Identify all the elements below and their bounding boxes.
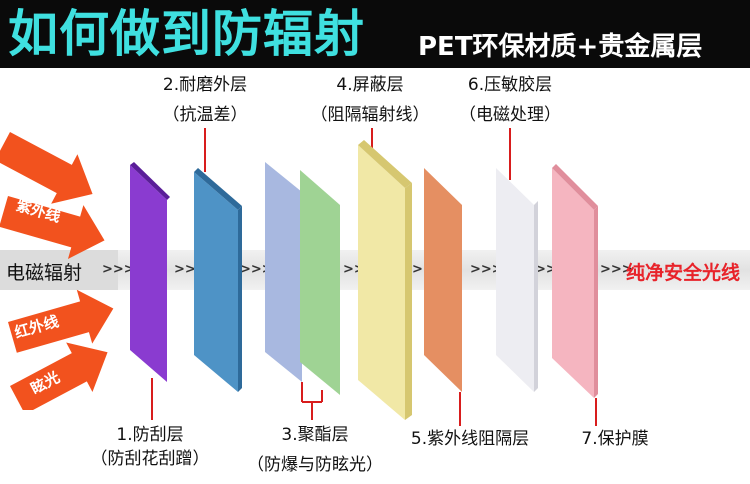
header-bar: 如何做到防辐射 PET环保材质+贵金属层	[0, 0, 750, 68]
layer-3-polyester	[265, 162, 340, 395]
layer-5-name: 5.紫外线阻隔层	[410, 429, 530, 449]
layer-5-uv-blocking	[424, 168, 462, 392]
flow-chevron: >>>	[102, 262, 135, 277]
layer-4-note: （阻隔辐射线）	[310, 105, 430, 125]
incoming-rays-arrows	[0, 132, 114, 410]
layer-4-shielding	[358, 140, 412, 420]
safe-light-label: 纯净安全光线	[626, 262, 741, 284]
layer-3-note: （防爆与防眩光）	[247, 455, 383, 475]
layer-6-pressure-sensitive-adhesive	[496, 168, 538, 392]
layer-1-scratch-resistant	[130, 162, 170, 382]
layer-3-name: 3.聚酯层	[281, 425, 349, 445]
layer-6-name: 6.压敏胶层	[467, 75, 553, 95]
layer-7-protective-film	[552, 164, 598, 398]
arrow-icon	[0, 132, 93, 204]
arrow-icon	[0, 196, 105, 259]
arrow-icon	[10, 342, 108, 410]
arrow-icon	[8, 289, 114, 353]
layer-7-name: 7.保护膜	[581, 429, 649, 449]
page-subtitle: PET环保材质+贵金属层	[418, 32, 703, 62]
layer-4-name: 4.屏蔽层	[336, 75, 404, 95]
radiation-source-band	[0, 250, 118, 290]
layer-1-note: （防刮花刮蹭）	[90, 449, 210, 469]
layer-2-note: （抗温差）	[162, 105, 248, 125]
layer-2-wear-resistant	[194, 168, 242, 392]
page-title: 如何做到防辐射	[8, 5, 365, 63]
flow-chevron: >>>	[240, 262, 273, 277]
flow-chevron: >>>	[600, 262, 633, 277]
layer-1-name: 1.防刮层	[116, 425, 184, 445]
layer-6-note: （电磁处理）	[459, 105, 561, 125]
flow-chevron: >>>	[470, 262, 503, 277]
electromagnetic-radiation-label: 电磁辐射	[6, 262, 83, 284]
layer-2-name: 2.耐磨外层	[162, 75, 248, 95]
